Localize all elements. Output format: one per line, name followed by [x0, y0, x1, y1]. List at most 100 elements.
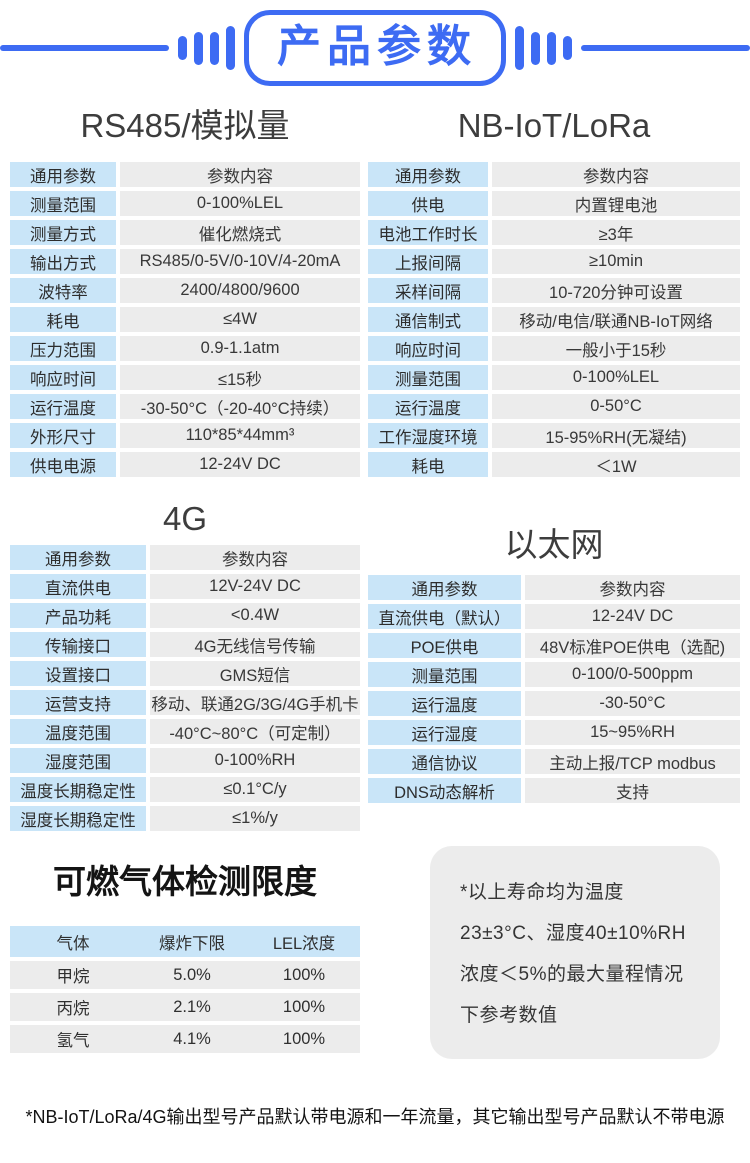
- header-bars-left-decoration: [178, 26, 235, 70]
- param-value: 12-24V DC: [120, 452, 360, 477]
- table-row: 甲烷 5.0% 100%: [10, 961, 360, 989]
- bar-icon: [194, 31, 203, 65]
- section-gas-limits: 可燃气体检测限度 气体 爆炸下限 LEL浓度 甲烷 5.0% 100% 丙烷 2…: [10, 858, 360, 1057]
- table-row: 通用参数 参数内容: [10, 162, 360, 187]
- bar-icon: [178, 36, 187, 60]
- section-title: NB-IoT/LoRa: [457, 107, 651, 144]
- table-row: 供电 内置锂电池: [368, 191, 740, 216]
- table-row: 湿度范围 0-100%RH: [10, 748, 360, 773]
- header-bars-right-decoration: [515, 26, 572, 70]
- param-label: 通信制式: [368, 307, 488, 332]
- bar-icon: [563, 36, 572, 60]
- param-label: 耗电: [10, 307, 116, 332]
- table-row: 设置接口 GMS短信: [10, 661, 360, 686]
- table-row: 采样间隔 10-720分钟可设置: [368, 278, 740, 303]
- table-row: 运营支持 移动、联通2G/3G/4G手机卡: [10, 690, 360, 715]
- table-row: 外形尺寸 110*85*44mm³: [10, 423, 360, 448]
- param-label: 温度长期稳定性: [10, 777, 146, 802]
- param-label: 响应时间: [10, 365, 116, 390]
- section-4g: 4G 通用参数 参数内容 直流供电 12V-24V DC 产品功耗 <0.4W 传输接…: [10, 496, 360, 835]
- bar-icon: [547, 31, 556, 65]
- param-label: 运行温度: [368, 691, 521, 716]
- param-label: POE供电: [368, 633, 521, 658]
- explosion-limit: 5.0%: [173, 965, 211, 984]
- table-row: DNS动态解析 支持: [368, 778, 740, 803]
- param-label: 工作湿度环境: [368, 423, 488, 448]
- param-value: 0-50°C: [492, 394, 740, 419]
- table-row: 直流供电 12V-24V DC: [10, 574, 360, 599]
- column-header: 气体: [56, 934, 90, 953]
- param-label: 上报间隔: [368, 249, 488, 274]
- param-label: 供电电源: [10, 452, 116, 477]
- table-row: 产品功耗 <0.4W: [10, 603, 360, 628]
- table-row: 耗电 ≤4W: [10, 307, 360, 332]
- table-row: 运行温度 -30-50°C（-20-40°C持续）: [10, 394, 360, 419]
- table-row: 测量范围 0-100/0-500ppm: [368, 662, 740, 687]
- param-label: 波特率: [10, 278, 116, 303]
- table-row: 波特率 2400/4800/9600: [10, 278, 360, 303]
- spec-table-rs485: 通用参数 参数内容 测量范围 0-100%LEL 测量方式 催化燃烧式 输出方式 RS4…: [10, 162, 360, 477]
- param-label: 供电: [368, 191, 488, 216]
- param-value: 移动、联通2G/3G/4G手机卡: [150, 690, 360, 715]
- param-value: 一般小于15秒: [492, 336, 740, 361]
- param-value: -40°C~80°C（可定制）: [150, 719, 360, 744]
- param-label: 设置接口: [10, 661, 146, 686]
- param-value: 48V标准POE供电（选配): [525, 633, 740, 658]
- table-row: 直流供电（默认） 12-24V DC: [368, 604, 740, 629]
- gas-table-header: 气体 爆炸下限 LEL浓度: [10, 926, 360, 957]
- param-label: 耗电: [368, 452, 488, 477]
- param-label: 运行湿度: [368, 720, 521, 745]
- param-value: ≥10min: [492, 249, 740, 274]
- table-row: 温度范围 -40°C~80°C（可定制）: [10, 719, 360, 744]
- table-row: 传输接口 4G无线信号传输: [10, 632, 360, 657]
- param-value: ≤4W: [120, 307, 360, 332]
- bar-icon: [210, 31, 219, 65]
- param-value: <0.4W: [150, 603, 360, 628]
- param-value: -30-50°C: [525, 691, 740, 716]
- param-value: ≤1%/y: [150, 806, 360, 831]
- table-row: 运行温度 0-50°C: [368, 394, 740, 419]
- param-value: 0-100%LEL: [492, 365, 740, 390]
- param-value: 12V-24V DC: [150, 574, 360, 599]
- param-value: 移动/电信/联通NB-IoT网络: [492, 307, 740, 332]
- param-label: 通用参数: [10, 545, 146, 570]
- section-title: 4G: [162, 500, 208, 537]
- page-title: 产品参数: [244, 9, 506, 87]
- table-row: 响应时间 ≤15秒: [10, 365, 360, 390]
- section-ethernet: 以太网 通用参数 参数内容 直流供电（默认） 12-24V DC POE供电 48V标…: [368, 522, 740, 807]
- param-label: 湿度长期稳定性: [10, 806, 146, 831]
- section-title: 以太网: [504, 526, 604, 563]
- column-header: LEL浓度: [272, 934, 336, 953]
- param-label: 采样间隔: [368, 278, 488, 303]
- table-row: 电池工作时长 ≥3年: [368, 220, 740, 245]
- param-value: 参数内容: [150, 545, 360, 570]
- param-value: 15-95%RH(无凝结): [492, 423, 740, 448]
- param-label: 通用参数: [368, 162, 488, 187]
- param-label: 产品功耗: [10, 603, 146, 628]
- section-title: RS485/模拟量: [80, 107, 290, 144]
- param-label: 电池工作时长: [368, 220, 488, 245]
- table-row: 压力范围 0.9-1.1atm: [10, 336, 360, 361]
- table-row: POE供电 48V标准POE供电（选配): [368, 633, 740, 658]
- param-label: 响应时间: [368, 336, 488, 361]
- table-row: 上报间隔 ≥10min: [368, 249, 740, 274]
- lel-concentration: 100%: [282, 1029, 326, 1048]
- param-value: 0-100%LEL: [120, 191, 360, 216]
- gas-name: 氢气: [56, 1032, 90, 1050]
- param-label: 测量范围: [368, 365, 488, 390]
- table-row: 通用参数 参数内容: [368, 575, 740, 600]
- param-label: 运行温度: [368, 394, 488, 419]
- param-label: 通用参数: [10, 162, 116, 187]
- table-row: 运行温度 -30-50°C: [368, 691, 740, 716]
- param-label: 通用参数: [368, 575, 521, 600]
- table-row: 通用参数 参数内容: [10, 545, 360, 570]
- table-row: 丙烷 2.1% 100%: [10, 993, 360, 1021]
- table-row: 氢气 4.1% 100%: [10, 1025, 360, 1053]
- param-label: 直流供电: [10, 574, 146, 599]
- explosion-limit: 2.1%: [173, 997, 211, 1016]
- section-rs485-analog: RS485/模拟量 通用参数 参数内容 测量范围 0-100%LEL 测量方式 催化燃…: [10, 103, 360, 481]
- table-row: 测量范围 0-100%LEL: [368, 365, 740, 390]
- bar-icon: [531, 31, 540, 65]
- param-label: 外形尺寸: [10, 423, 116, 448]
